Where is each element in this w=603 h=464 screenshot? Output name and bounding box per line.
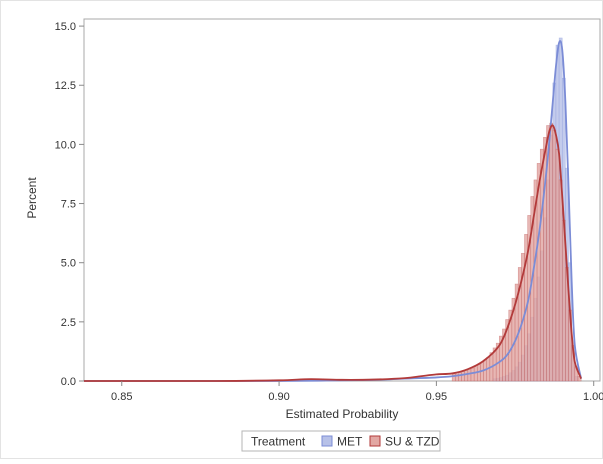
x-axis: 0.85 0.90 0.95 1.00 <box>111 381 603 403</box>
y-tick-label: 0.0 <box>61 376 76 388</box>
legend-frame <box>241 430 441 452</box>
histogram-bar-su-tzd <box>451 373 456 382</box>
histogram-bar-su-tzd <box>555 148 560 382</box>
histogram-bar-su-tzd <box>461 371 465 382</box>
legend-swatch-met <box>321 435 333 447</box>
legend: Treatment MET SU & TZD <box>241 430 441 452</box>
y-tick-label: 7.5 <box>61 199 76 211</box>
x-tick-label: 0.90 <box>268 391 289 403</box>
legend-swatch-su-tzd <box>369 435 381 447</box>
histogram-bar-su-tzd <box>470 367 475 382</box>
x-tick-label: 1.00 <box>583 391 603 403</box>
histogram-bar-su-tzd <box>549 122 554 382</box>
histogram-bar-su-tzd <box>552 129 557 382</box>
histogram-bar-su-tzd <box>467 368 472 382</box>
legend-label-met: MET <box>337 435 363 449</box>
histogram-bar-su-tzd <box>473 366 478 382</box>
y-tick-label: 15.0 <box>55 21 76 33</box>
x-axis-label: Estimated Probability <box>286 407 399 421</box>
density-curve-met <box>84 40 583 382</box>
y-axis: 0.0 2.5 5.0 7.5 10.0 12.5 15.0 <box>55 21 84 388</box>
histogram-bar-su-tzd <box>558 179 563 382</box>
histogram-bar-su-tzd <box>539 148 544 382</box>
legend-title: Treatment <box>251 435 306 449</box>
histogram-bar-su-tzd <box>458 372 462 382</box>
histogram-bar-su-tzd <box>505 319 510 382</box>
x-tick-label: 0.85 <box>111 391 132 403</box>
y-tick-label: 2.5 <box>61 317 76 329</box>
x-tick-label: 0.95 <box>426 391 447 403</box>
y-axis-label: Percent <box>25 177 39 219</box>
legend-label-su-tzd: SU & TZD <box>385 435 440 449</box>
y-tick-label: 5.0 <box>61 258 76 270</box>
y-tick-label: 10.0 <box>55 139 76 151</box>
density-curve-su-tzd <box>84 124 582 382</box>
histogram-bar-su-tzd <box>464 370 469 382</box>
y-tick-label: 12.5 <box>55 80 76 92</box>
density-curves-group <box>84 40 583 382</box>
